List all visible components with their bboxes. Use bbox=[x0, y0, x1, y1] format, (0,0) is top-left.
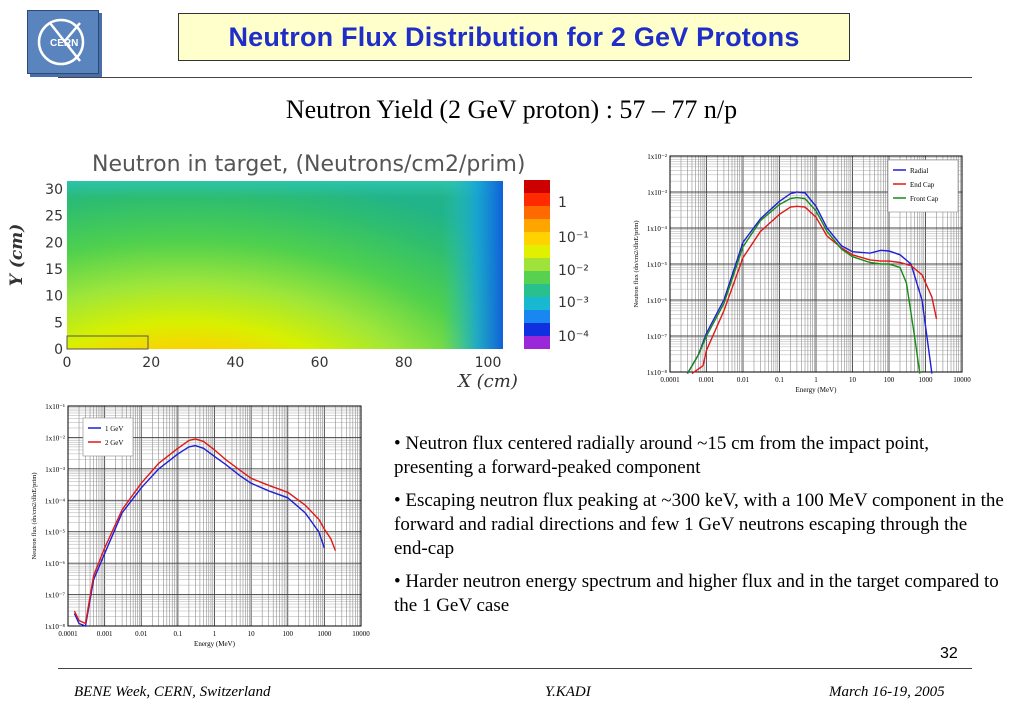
plot-xlabel: Energy (MeV) bbox=[796, 386, 838, 394]
colorbar-label: 10⁻² bbox=[558, 263, 589, 279]
plot-frame bbox=[67, 405, 362, 627]
plot-ylabel: Neutron flux (dn/cm2/dlnE/prim) bbox=[633, 220, 640, 307]
heatmap-title: Neutron in target, (Neutrons/cm2/prim) bbox=[92, 152, 526, 177]
plot-legend: Radial End Cap Front Cap bbox=[887, 159, 959, 213]
plot-xtick: 0.0001 bbox=[660, 376, 680, 384]
spectrum-plot-2: 0.0001 0.001 0.01 0.1 1 10 100 1000 10000 1x10⁻¹ 1… bbox=[25, 398, 380, 648]
legend-entry: Radial bbox=[910, 167, 928, 175]
heatmap-ytick: 10 bbox=[45, 289, 63, 305]
plot-xtick: 100 bbox=[283, 630, 294, 638]
plot-ytick: 1x10⁻⁸ bbox=[647, 369, 668, 377]
plot-ytick: 1x10⁻⁶ bbox=[647, 297, 668, 305]
page-number: 32 bbox=[940, 645, 958, 662]
legend-entry: Front Cap bbox=[910, 195, 939, 203]
top-divider bbox=[58, 77, 972, 78]
heatmap-xtick: 60 bbox=[311, 355, 329, 371]
footer-left: BENE Week, CERN, Switzerland bbox=[74, 684, 271, 700]
plot-ytick: 1x10⁻¹ bbox=[45, 403, 65, 411]
footer-center: Y.KADI bbox=[545, 684, 591, 700]
series-line bbox=[73, 444, 326, 627]
plot-ytick: 1x10⁻⁷ bbox=[647, 333, 668, 341]
plot-ytick: 1x10⁻⁶ bbox=[45, 560, 66, 568]
plot-xtick: 0.1 bbox=[775, 376, 784, 384]
series-line bbox=[73, 438, 337, 625]
legend-entry: End Cap bbox=[910, 181, 935, 189]
legend-entry: 2 GeV bbox=[105, 439, 123, 447]
cern-logo: CERN bbox=[27, 10, 99, 74]
footer-right: March 16-19, 2005 bbox=[829, 684, 945, 700]
heatmap-xtick: 0 bbox=[63, 355, 72, 371]
plot-ytick: 1x10⁻⁵ bbox=[45, 529, 66, 537]
plot-frame bbox=[669, 155, 963, 373]
plot-ytick: 1x10⁻⁷ bbox=[45, 592, 66, 600]
slide-title: Neutron Flux Distribution for 2 GeV Prot… bbox=[228, 21, 800, 52]
colorbar-label: 1 bbox=[558, 195, 567, 211]
series-line bbox=[686, 191, 933, 374]
bullet-item: • Neutron flux centered radially around … bbox=[394, 433, 930, 478]
bottom-divider bbox=[58, 668, 972, 669]
plot-ytick: 1x10⁻⁴ bbox=[45, 497, 66, 505]
plot-xtick: 100 bbox=[884, 376, 895, 384]
heatmap-xtick: 20 bbox=[142, 355, 160, 371]
heatmap-ytick: 15 bbox=[45, 262, 63, 278]
plot-xtick: 0.001 bbox=[699, 376, 715, 384]
plot-ytick: 1x10⁻³ bbox=[647, 189, 667, 197]
plot-xtick: 1 bbox=[213, 630, 217, 638]
colorbar-label: 10⁻⁴ bbox=[558, 329, 589, 345]
colorbar-label: 10⁻³ bbox=[558, 295, 589, 311]
legend-entry: 1 GeV bbox=[105, 425, 123, 433]
heatmap-xtick: 80 bbox=[395, 355, 413, 371]
plot-xtick: 1 bbox=[814, 376, 818, 384]
heatmap-ytick: 25 bbox=[45, 209, 63, 225]
plot-xtick: 1000 bbox=[317, 630, 332, 638]
heatmap-xtick: 40 bbox=[226, 355, 244, 371]
plot-ytick: 1x10⁻² bbox=[45, 434, 65, 442]
heatmap-ytick: 20 bbox=[45, 235, 63, 251]
heatmap-ytick: 5 bbox=[54, 315, 63, 331]
plot-xtick: 10 bbox=[248, 630, 256, 638]
colorbar-label: 10⁻¹ bbox=[558, 230, 589, 246]
plot-xtick: 0.01 bbox=[737, 376, 750, 384]
svg-text:CERN: CERN bbox=[50, 38, 78, 49]
plot-xtick: 1000 bbox=[919, 376, 934, 384]
plot-ytick: 1x10⁻⁵ bbox=[647, 261, 668, 269]
plot-xtick: 10 bbox=[849, 376, 857, 384]
plot-xtick: 0.0001 bbox=[58, 630, 78, 638]
heatmap-xlabel: X (cm) bbox=[456, 371, 518, 392]
plot-xtick: 0.01 bbox=[135, 630, 148, 638]
plot-ylabel: Neutron flux (dn/cm2/dlnE/prim) bbox=[31, 472, 38, 559]
plot-ytick: 1x10⁻³ bbox=[45, 466, 65, 474]
plot-legend: 1 GeV 2 GeV bbox=[82, 417, 134, 457]
heatmap-xtick: 100 bbox=[475, 355, 502, 371]
spectrum-plot-1: 0.0001 0.001 0.01 0.1 1 10 100 1000 10000 1x10⁻² 1… bbox=[618, 148, 978, 398]
title-box: Neutron Flux Distribution for 2 GeV Prot… bbox=[178, 13, 850, 61]
plot-xtick: 0.001 bbox=[97, 630, 113, 638]
plot-xtick: 10000 bbox=[352, 630, 370, 638]
plot-xtick: 10000 bbox=[953, 376, 971, 384]
series-line bbox=[686, 196, 921, 374]
bullet-item: • Escaping neutron flux peaking at ~300 … bbox=[394, 490, 1004, 559]
heatmap-plot-area bbox=[66, 181, 503, 350]
slide-subtitle: Neutron Yield (2 GeV proton) : 57 – 77 n… bbox=[285, 95, 738, 124]
plot-xtick: 0.1 bbox=[174, 630, 183, 638]
heatmap-ylabel: Y (cm) bbox=[8, 224, 27, 286]
colorbar bbox=[524, 180, 550, 349]
heatmap-ytick: 0 bbox=[54, 342, 63, 358]
plot-ytick: 1x10⁻² bbox=[647, 153, 667, 161]
plot-xlabel: Energy (MeV) bbox=[194, 640, 236, 648]
series-line bbox=[691, 205, 938, 375]
bullet-list: • Neutron flux centered radially around … bbox=[394, 432, 1004, 627]
plot-ytick: 1x10⁻⁸ bbox=[45, 623, 66, 631]
bullet-item: • Harder neutron energy spectrum and hig… bbox=[394, 571, 999, 616]
heatmap-ytick: 30 bbox=[45, 182, 63, 198]
neutron-heatmap: Neutron in target, (Neutrons/cm2/prim) 3… bbox=[7, 145, 613, 395]
plot-ytick: 1x10⁻⁴ bbox=[647, 225, 668, 233]
